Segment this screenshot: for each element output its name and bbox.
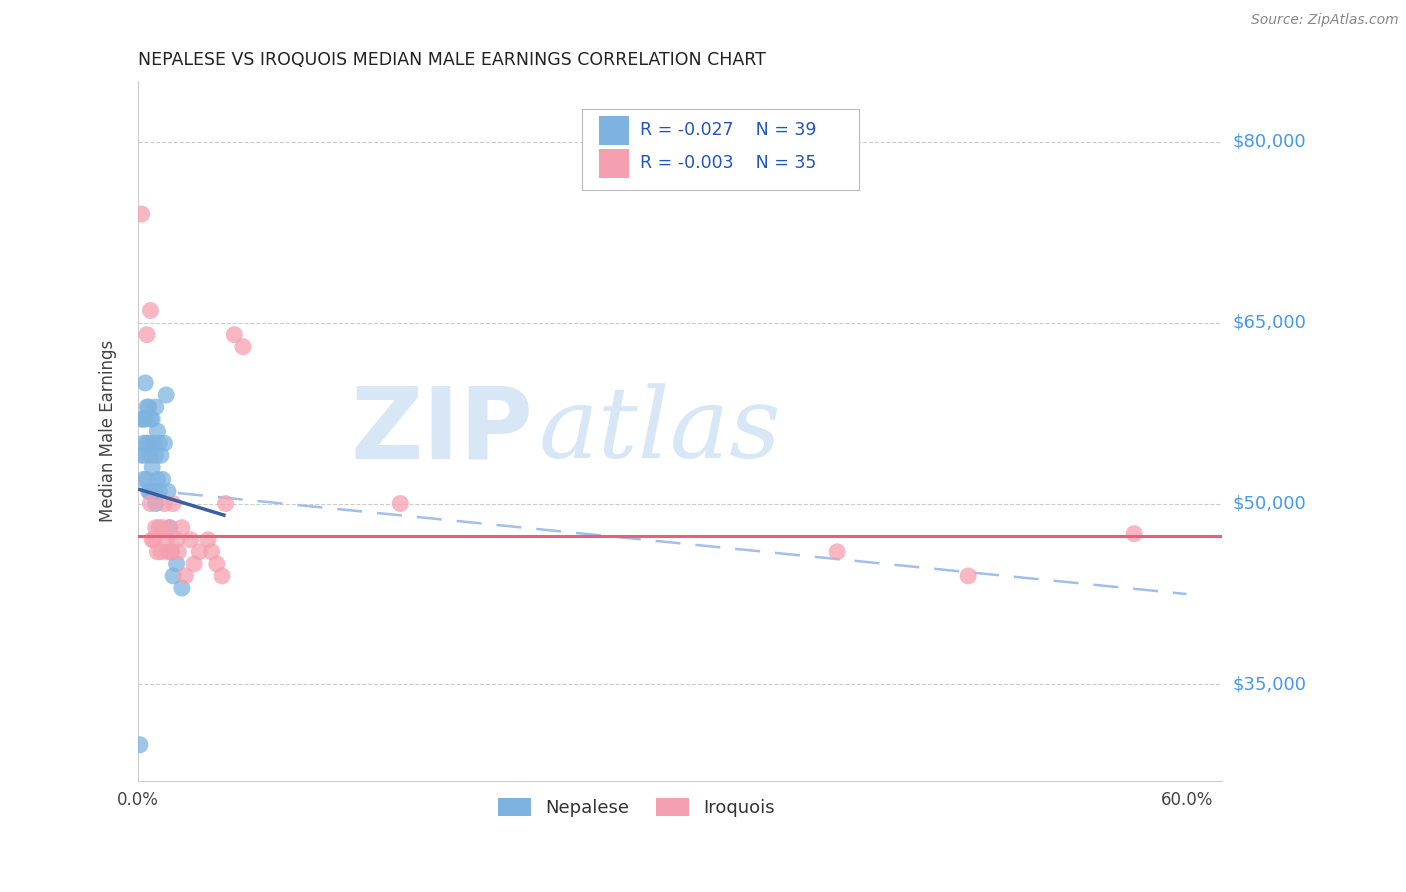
Point: [162, 497, 184, 511]
Text: R = -0.003    N = 35: R = -0.003 N = 35: [640, 154, 815, 172]
Point: [170, 581, 193, 595]
Point: [145, 448, 167, 462]
Text: $80,000: $80,000: [1233, 133, 1306, 151]
FancyBboxPatch shape: [599, 148, 628, 178]
Text: ZIP: ZIP: [350, 383, 534, 480]
Point: [156, 545, 179, 559]
Point: [146, 545, 169, 559]
Point: [159, 521, 181, 535]
Point: [205, 557, 228, 571]
Point: [141, 460, 163, 475]
Point: [152, 472, 174, 486]
Text: $65,000: $65,000: [1233, 314, 1306, 332]
Point: [153, 436, 176, 450]
Y-axis label: Median Male Earnings: Median Male Earnings: [100, 340, 117, 523]
Text: NEPALESE VS IROQUOIS MEDIAN MALE EARNINGS CORRELATION CHART: NEPALESE VS IROQUOIS MEDIAN MALE EARNING…: [138, 51, 766, 69]
Point: [138, 484, 160, 499]
Point: [156, 484, 179, 499]
Point: [957, 569, 980, 583]
Point: [149, 448, 172, 462]
Point: [146, 424, 169, 438]
Point: [197, 533, 219, 547]
Point: [825, 545, 848, 559]
Point: [139, 484, 162, 499]
Point: [166, 533, 188, 547]
Point: [200, 545, 222, 559]
Point: [132, 412, 155, 426]
Point: [148, 521, 170, 535]
Point: [142, 436, 165, 450]
FancyBboxPatch shape: [599, 116, 628, 145]
Point: [141, 412, 163, 426]
Point: [211, 569, 233, 583]
Point: [142, 533, 165, 547]
Point: [132, 436, 155, 450]
Point: [138, 436, 160, 450]
Point: [152, 521, 174, 535]
Point: [145, 521, 167, 535]
Point: [166, 557, 188, 571]
Point: [1123, 526, 1146, 541]
Text: R = -0.027    N = 39: R = -0.027 N = 39: [640, 121, 817, 139]
Text: atlas: atlas: [538, 384, 782, 479]
Point: [145, 400, 167, 414]
Point: [131, 412, 153, 426]
Point: [139, 412, 162, 426]
Point: [148, 484, 170, 499]
Point: [160, 545, 183, 559]
Point: [232, 340, 254, 354]
Point: [180, 533, 202, 547]
Point: [149, 545, 172, 559]
Point: [136, 472, 159, 486]
Point: [146, 472, 169, 486]
Point: [131, 448, 153, 462]
Point: [131, 207, 153, 221]
Point: [159, 521, 181, 535]
Point: [139, 497, 162, 511]
Point: [141, 533, 163, 547]
Point: [132, 472, 155, 486]
Point: [167, 545, 190, 559]
Point: [136, 327, 159, 342]
Point: [138, 400, 160, 414]
Point: [153, 497, 176, 511]
Point: [389, 497, 412, 511]
Point: [134, 376, 156, 390]
Point: [136, 436, 159, 450]
Point: [145, 497, 167, 511]
Text: Source: ZipAtlas.com: Source: ZipAtlas.com: [1251, 13, 1399, 28]
Point: [162, 569, 184, 583]
Point: [183, 557, 205, 571]
Point: [134, 448, 156, 462]
Point: [129, 738, 152, 752]
Point: [139, 303, 162, 318]
Point: [139, 448, 162, 462]
Point: [148, 436, 170, 450]
Point: [224, 327, 246, 342]
Point: [134, 412, 156, 426]
Point: [155, 533, 177, 547]
Point: [170, 521, 193, 535]
Legend: Nepalese, Iroquois: Nepalese, Iroquois: [491, 790, 782, 824]
Point: [188, 545, 211, 559]
Text: $35,000: $35,000: [1233, 675, 1306, 693]
Point: [136, 400, 159, 414]
Point: [214, 497, 236, 511]
Point: [174, 569, 197, 583]
FancyBboxPatch shape: [582, 110, 859, 190]
Point: [155, 388, 177, 402]
Point: [160, 545, 183, 559]
Text: $50,000: $50,000: [1233, 494, 1306, 513]
Point: [142, 484, 165, 499]
